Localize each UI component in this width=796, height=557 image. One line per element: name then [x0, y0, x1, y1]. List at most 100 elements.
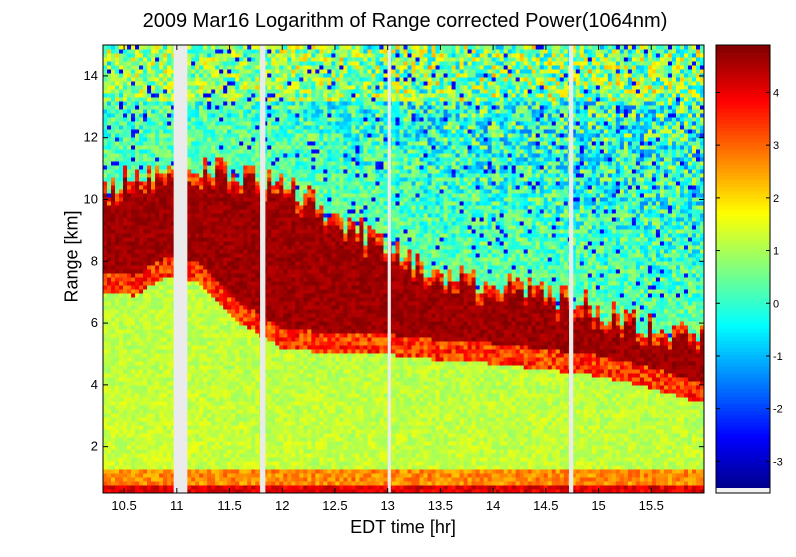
colorbar-segment [716, 366, 770, 371]
heatmap-cells [103, 45, 705, 494]
colorbar-segment [716, 97, 770, 102]
colorbar-segment [716, 272, 770, 277]
colorbar-segment [716, 485, 770, 490]
colorbar-segment [716, 134, 770, 139]
colorbar-segment [716, 347, 770, 352]
data-gap-2 [260, 45, 266, 493]
colorbar-segment [716, 235, 770, 240]
colorbar-segment [716, 351, 770, 356]
colorbar-segment [716, 123, 770, 128]
colorbar-segment [716, 239, 770, 244]
colorbar-segment [716, 287, 770, 292]
chart-title: 2009 Mar16 Logarithm of Range corrected … [142, 10, 668, 32]
y-tick-label: 4 [91, 377, 98, 392]
colorbar-segment [716, 242, 770, 248]
colorbar-segment [716, 459, 770, 464]
colorbar-segment [716, 448, 770, 453]
colorbar-segment [716, 399, 770, 404]
colorbar-segment [716, 455, 770, 460]
colorbar-segment [716, 384, 770, 389]
colorbar-segment [716, 175, 770, 180]
x-tick-label: 11 [170, 498, 184, 513]
colorbar [716, 45, 770, 494]
colorbar-segment [716, 437, 770, 442]
x-tick-label: 10.5 [111, 498, 136, 513]
x-tick-label: 12 [275, 498, 289, 513]
y-tick-label: 14 [84, 68, 98, 83]
colorbar-segment [716, 227, 770, 233]
colorbar-segment [716, 470, 770, 475]
colorbar-segment [716, 115, 770, 121]
data-gap-3 [387, 45, 391, 493]
colorbar-segment [716, 407, 770, 412]
plot-frame [102, 44, 705, 494]
colorbar-segment [716, 418, 770, 423]
colorbar-segment [716, 149, 770, 154]
colorbar-segment [716, 74, 770, 80]
y-tick-label: 8 [91, 253, 98, 268]
colorbar-segment [716, 291, 770, 296]
colorbar-segment [716, 101, 770, 106]
colorbar-segment [716, 310, 770, 315]
colorbar-segment [716, 108, 770, 113]
colorbar-segment [716, 422, 770, 427]
colorbar-segment [716, 48, 770, 53]
y-tick-label: 12 [84, 130, 98, 145]
x-tick-label: 14.5 [533, 498, 558, 513]
colorbar-segment [716, 59, 770, 65]
x-tick-label: 15 [591, 498, 605, 513]
colorbar-segment [716, 429, 770, 434]
colorbar-segment [716, 451, 770, 457]
colorbar-segment [716, 317, 770, 322]
colorbar-frame [715, 44, 771, 494]
colorbar-segment [716, 78, 770, 83]
data-gap-1 [173, 45, 188, 493]
colorbar-segment [716, 328, 770, 333]
colorbar-segment [716, 302, 770, 307]
colorbar-segment [716, 201, 770, 207]
colorbar-segment [716, 261, 770, 266]
colorbar-segment [716, 325, 770, 330]
colorbar-segment [716, 216, 770, 221]
colorbar-segment [716, 298, 770, 304]
colorbar-segment [716, 224, 770, 229]
colorbar-tick-label: 1 [773, 246, 779, 258]
y-tick-label: 10 [84, 191, 98, 206]
colorbar-segment [716, 295, 770, 300]
colorbar-segment [716, 52, 770, 57]
colorbar-segment [716, 444, 770, 449]
colorbar-tick-label: 0 [773, 298, 779, 310]
colorbar-segment [716, 466, 770, 472]
colorbar-segment [716, 127, 770, 132]
colorbar-segment [716, 377, 770, 382]
colorbar-tick-label: -2 [773, 404, 783, 416]
colorbar-segment [716, 463, 770, 468]
colorbar-segment [716, 56, 770, 61]
colorbar-segment [716, 392, 770, 397]
colorbar-segment [716, 280, 770, 285]
colorbar-segment [716, 63, 770, 68]
colorbar-segment [716, 142, 770, 147]
colorbar-segment [716, 205, 770, 210]
colorbar-segment [716, 369, 770, 375]
colorbar-segment [716, 153, 770, 158]
x-axis-label: EDT time [hr] [350, 517, 456, 537]
colorbar-segment [716, 395, 770, 401]
x-tick-label: 14 [486, 498, 500, 513]
colorbar-segment [716, 220, 770, 225]
colorbar-segment [716, 254, 770, 259]
colorbar-segment [716, 45, 770, 50]
colorbar-segment [716, 388, 770, 393]
colorbar-segment [716, 373, 770, 378]
colorbar-segment [716, 362, 770, 367]
colorbar-segment [716, 104, 770, 109]
colorbar-segment [716, 89, 770, 95]
colorbar-segment [716, 246, 770, 251]
colorbar-segment [716, 171, 770, 177]
colorbar-segment [716, 119, 770, 124]
colorbar-segment [716, 198, 770, 203]
colorbar-segment [716, 186, 770, 192]
colorbar-segment [716, 168, 770, 173]
colorbar-segment [716, 339, 770, 345]
colorbar-segment [716, 209, 770, 214]
